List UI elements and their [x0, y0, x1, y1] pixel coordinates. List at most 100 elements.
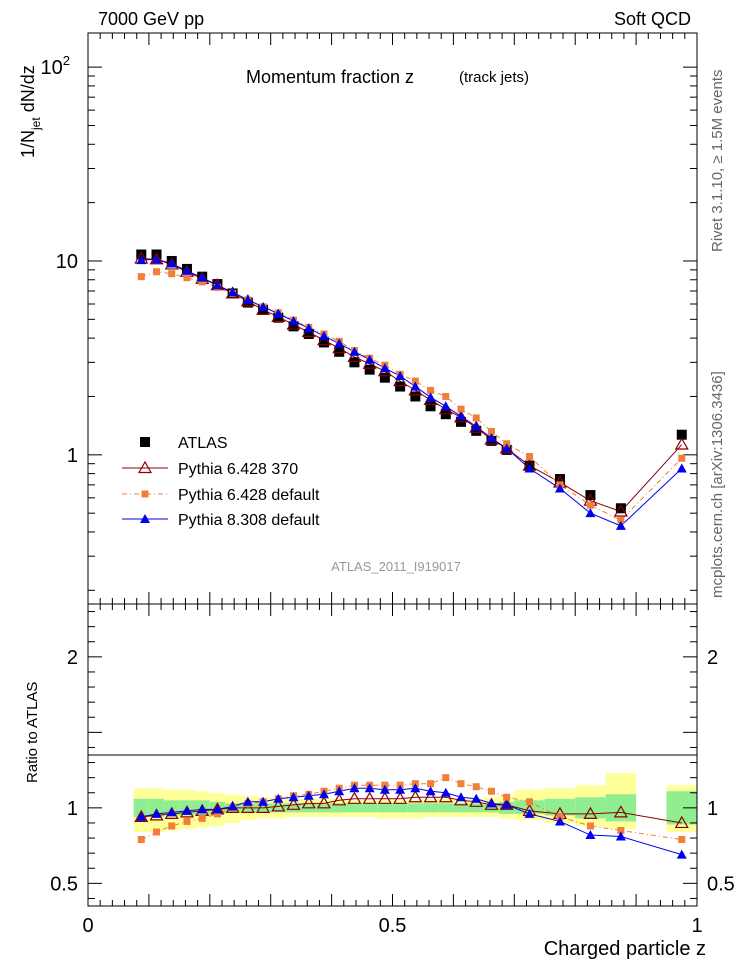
ratio-point [168, 822, 176, 830]
ratio-line [141, 777, 682, 841]
data-point [379, 372, 390, 383]
data-point [487, 427, 495, 435]
data-point [486, 433, 497, 443]
ratio-y-tick-label-right: 0.5 [707, 873, 735, 895]
ratio-point [242, 796, 253, 806]
ratio-point [410, 783, 421, 793]
main-ylabel: 1/Njet dN/dz [18, 65, 43, 158]
ratio-y-tick-label-right: 1 [707, 798, 718, 820]
data-point [364, 354, 375, 364]
ratio-point [613, 805, 628, 818]
ratio-point [183, 817, 191, 825]
data-point [501, 443, 512, 453]
ratio-point [377, 791, 392, 804]
band-inner [453, 803, 469, 813]
ratio-point [554, 816, 565, 826]
data-point [318, 331, 329, 341]
data-point [303, 329, 314, 340]
data-point [471, 421, 482, 431]
ratio-point [151, 808, 162, 818]
ratio-point [457, 780, 465, 788]
band-inner [483, 803, 500, 813]
ratio-y-tick-label: 2 [67, 647, 78, 669]
ratio-point [166, 807, 177, 817]
ratio-point [137, 836, 145, 844]
ratio-point [197, 804, 208, 814]
x-tick-label: 0.5 [379, 915, 407, 937]
ratio-point [425, 786, 436, 796]
band-inner [377, 803, 393, 813]
legend-label: Pythia 6.428 default [178, 487, 320, 504]
ratio-point [286, 797, 301, 810]
data-point [153, 268, 161, 276]
data-point [554, 474, 565, 485]
band-inner [331, 803, 347, 813]
data-point [318, 337, 329, 348]
ratio-y-tick-label-right: 2 [707, 647, 718, 669]
legend: ATLAS Pythia 6.428 370 Pythia 6.428 defaul… [122, 435, 320, 529]
ratio-point [423, 790, 438, 803]
data-point [242, 294, 253, 304]
ratio-point [136, 811, 147, 821]
ratio-point [472, 783, 480, 791]
ratio-point [212, 804, 223, 814]
data-point [472, 414, 480, 422]
band-inner [270, 803, 286, 813]
band-inner [133, 798, 149, 817]
ratio-point [227, 801, 238, 811]
ratio-point [501, 799, 512, 809]
ratio-point [486, 798, 497, 808]
data-point [471, 425, 482, 436]
data-point [347, 349, 362, 363]
data-point [395, 371, 406, 381]
ratio-point [471, 793, 482, 803]
ratio-point [301, 796, 316, 809]
ratio-panel-series [134, 774, 689, 859]
ratio-ylabel: Ratio to ATLAS [24, 682, 41, 783]
data-point [585, 508, 596, 518]
data-point [349, 357, 360, 368]
data-point [425, 392, 436, 402]
data-point [273, 312, 284, 323]
ratio-point [316, 796, 332, 809]
plot-title: Momentum fraction z [246, 67, 414, 87]
ratio-point [585, 830, 596, 840]
legend-marker [141, 490, 149, 498]
data-point [288, 316, 299, 326]
data-point [151, 254, 162, 264]
legend-label: Pythia 8.308 default [178, 512, 320, 529]
data-point [442, 392, 450, 400]
data-point [181, 265, 192, 275]
ratio-point [395, 784, 406, 794]
data-point [303, 323, 314, 333]
x-axis-label: Charged particle z [544, 938, 706, 960]
ratio-point [678, 836, 686, 844]
band-inner [392, 803, 408, 813]
y-tick-label: 102 [41, 53, 70, 79]
data-point [427, 386, 435, 394]
ratio-point [586, 822, 594, 830]
ratio-point [347, 791, 362, 804]
ratio-point [408, 790, 423, 803]
ratio-point [134, 809, 149, 823]
data-point [615, 520, 626, 530]
data-point [440, 401, 451, 411]
data-point [457, 405, 465, 413]
ratio-point [676, 849, 687, 859]
ratio-point [524, 808, 535, 818]
data-point [136, 255, 147, 265]
band-inner [407, 803, 423, 813]
data-point [334, 338, 345, 348]
data-point [456, 411, 467, 421]
ratio-point [674, 815, 689, 829]
data-point [453, 410, 469, 423]
data-point [393, 373, 408, 387]
y-tick-label: 10 [56, 251, 78, 273]
band-inner [422, 803, 439, 813]
ratio-point [615, 831, 626, 841]
analysis-label: ATLAS_2011_I919017 [331, 559, 461, 574]
data-point [166, 258, 177, 268]
ratio-y-tick-label: 0.5 [50, 873, 78, 895]
